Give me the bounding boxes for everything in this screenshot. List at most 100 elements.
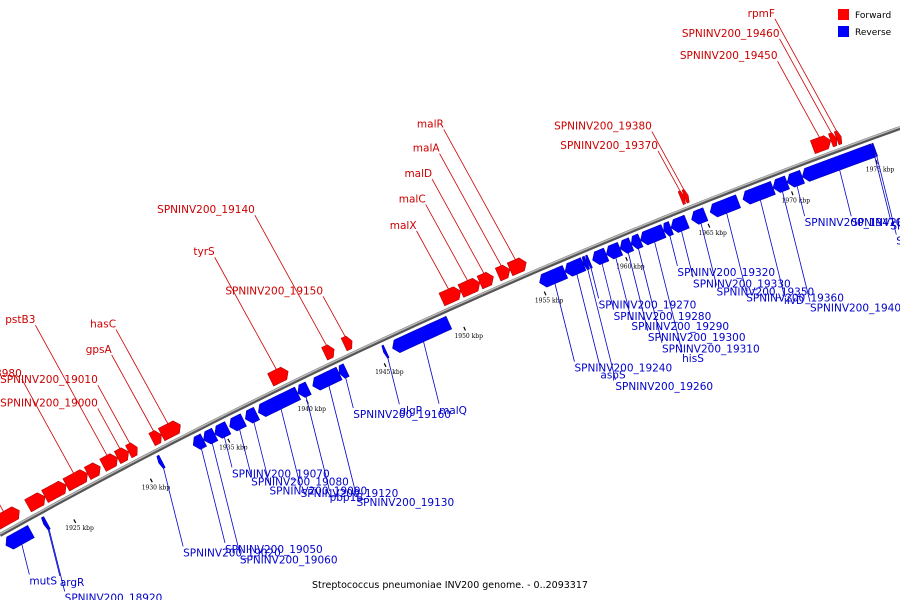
gene-label: SPNINV200_19080 bbox=[251, 477, 349, 489]
reverse-gene-arrow[interactable] bbox=[229, 413, 247, 432]
forward-gene-arrow[interactable] bbox=[0, 506, 20, 531]
gene-leader-line bbox=[726, 213, 747, 292]
gene-label: SPNINV200_19300 bbox=[648, 332, 746, 344]
tick-mark bbox=[625, 256, 628, 262]
label-leader-lines bbox=[0, 18, 897, 592]
forward-gene-arrow[interactable] bbox=[267, 366, 289, 387]
tick-mark bbox=[791, 191, 794, 196]
gene-leader-line bbox=[35, 325, 108, 456]
tick-label: 1930 kbp bbox=[142, 484, 171, 491]
gene-label: rpmF bbox=[748, 8, 775, 20]
reverse-gene-arrow[interactable] bbox=[297, 381, 312, 398]
gene-label: ilvD bbox=[784, 295, 804, 307]
gene-label: SPNINV200_19420 bbox=[851, 217, 900, 229]
forward-gene-arrow[interactable] bbox=[148, 430, 162, 447]
gene-label: tyrS bbox=[193, 246, 215, 258]
gene-leader-line bbox=[681, 231, 694, 278]
forward-gene-arrow[interactable] bbox=[321, 344, 335, 361]
gene-label: SPNINV200_19430 bbox=[890, 220, 900, 232]
gene-leader-line bbox=[777, 61, 820, 138]
gene-label: gpsA bbox=[86, 344, 113, 356]
gene-leader-line bbox=[115, 329, 169, 424]
reverse-gene-arrow[interactable] bbox=[41, 516, 51, 530]
reverse-gene-arrow[interactable] bbox=[786, 169, 806, 188]
gene-leader-line bbox=[305, 396, 330, 492]
gene-leader-line bbox=[97, 385, 131, 444]
reverse-gene-arrow[interactable] bbox=[585, 254, 593, 269]
reverse-gene-arrow[interactable] bbox=[606, 241, 624, 260]
reverse-gene-arrow[interactable] bbox=[871, 142, 878, 157]
gene-leader-line bbox=[47, 529, 61, 577]
tick-mark bbox=[707, 223, 711, 228]
forward-gene-arrow[interactable] bbox=[809, 135, 832, 155]
forward-gene-arrow[interactable] bbox=[24, 492, 46, 513]
gene-leader-line bbox=[443, 129, 516, 260]
forward-gene-arrow[interactable] bbox=[833, 130, 843, 146]
tick-mark bbox=[73, 519, 77, 524]
forward-gene-arrow[interactable] bbox=[457, 277, 481, 298]
reverse-gene-arrow[interactable] bbox=[670, 214, 690, 233]
gene-leader-line bbox=[782, 191, 811, 302]
gene-label: SPNINV200_19240 bbox=[574, 363, 672, 375]
forward-gene-arrow[interactable] bbox=[494, 264, 511, 282]
forward-gene-arrow[interactable] bbox=[99, 453, 118, 472]
gene-label: SPNINV200_19260 bbox=[615, 381, 713, 393]
gene-label: SPNINV200_19150 bbox=[225, 285, 323, 297]
gene-label: SPNINV200_19160 bbox=[353, 409, 451, 421]
reverse-gene-arrow[interactable] bbox=[691, 207, 709, 225]
gene-label: SPNINV200_18980 bbox=[0, 368, 22, 380]
forward-gene-arrow[interactable] bbox=[113, 447, 129, 465]
forward-gene-arrow[interactable] bbox=[125, 442, 138, 459]
forward-gene-arrow[interactable] bbox=[506, 257, 527, 277]
gene-features bbox=[0, 130, 878, 550]
reverse-gene-arrow[interactable] bbox=[156, 454, 166, 469]
gene-label: SPNINV200_19070 bbox=[232, 468, 330, 480]
gene-label: malD bbox=[404, 168, 432, 180]
genome-caption: Streptococcus pneumoniae INV200 genome. … bbox=[312, 580, 588, 591]
gene-leader-line bbox=[423, 341, 440, 404]
forward-gene-arrow[interactable] bbox=[62, 469, 88, 492]
backbone-line bbox=[0, 126, 900, 537]
gene-label: malR bbox=[417, 118, 444, 130]
gene-label: SPNINV200_19010 bbox=[0, 374, 98, 386]
forward-gene-arrow[interactable] bbox=[476, 271, 494, 290]
gene-leader-line bbox=[651, 131, 685, 190]
gene-label: SPNINV200_19450 bbox=[680, 50, 778, 62]
forward-gene-arrow[interactable] bbox=[41, 480, 67, 503]
legend: Forward Reverse bbox=[838, 9, 892, 38]
reverse-gene-arrow[interactable] bbox=[709, 194, 742, 218]
tick-label: 1965 kbp bbox=[698, 230, 727, 237]
reverse-gene-arrow[interactable] bbox=[381, 344, 390, 359]
reverse-gene-arrow[interactable] bbox=[592, 247, 610, 266]
gene-leader-line bbox=[253, 422, 270, 485]
reverse-gene-arrow[interactable] bbox=[338, 363, 350, 379]
gene-label: SPNINV200_19020 bbox=[183, 547, 281, 559]
gene-leader-line bbox=[554, 283, 575, 362]
forward-gene-arrow[interactable] bbox=[681, 189, 690, 204]
forward-gene-arrow[interactable] bbox=[828, 132, 837, 148]
gene-leader-line bbox=[211, 443, 241, 554]
forward-gene-arrow[interactable] bbox=[340, 335, 353, 352]
gene-label: SPNINV200_19090 bbox=[270, 486, 368, 498]
reverse-gene-arrow[interactable] bbox=[258, 386, 302, 417]
reverse-gene-arrow[interactable] bbox=[772, 175, 790, 193]
reverse-gene-arrow[interactable] bbox=[392, 315, 453, 353]
gene-leader-line bbox=[874, 157, 891, 220]
legend-forward-swatch bbox=[838, 9, 849, 20]
tick-mark bbox=[543, 291, 547, 296]
gene-label: SPNINV200_19370 bbox=[560, 140, 658, 152]
reverse-gene-arrow[interactable] bbox=[214, 421, 232, 439]
tick-label: 1970 kbp bbox=[782, 198, 811, 205]
reverse-gene-arrow[interactable] bbox=[5, 524, 35, 550]
gene-label: pstB3 bbox=[5, 314, 35, 326]
gene-leader-line bbox=[657, 150, 681, 192]
gene-leader-line bbox=[214, 257, 277, 370]
gene-label: SPNINV200_19270 bbox=[599, 299, 697, 311]
gene-label: SPNINV200_19290 bbox=[631, 321, 729, 333]
reverse-gene-arrow[interactable] bbox=[245, 406, 261, 424]
forward-gene-arrow[interactable] bbox=[157, 420, 181, 442]
forward-gene-arrow[interactable] bbox=[677, 190, 686, 206]
forward-gene-arrow[interactable] bbox=[438, 286, 462, 307]
gene-label: SPNINV200_19130 bbox=[356, 497, 454, 509]
forward-gene-arrow[interactable] bbox=[83, 462, 101, 481]
